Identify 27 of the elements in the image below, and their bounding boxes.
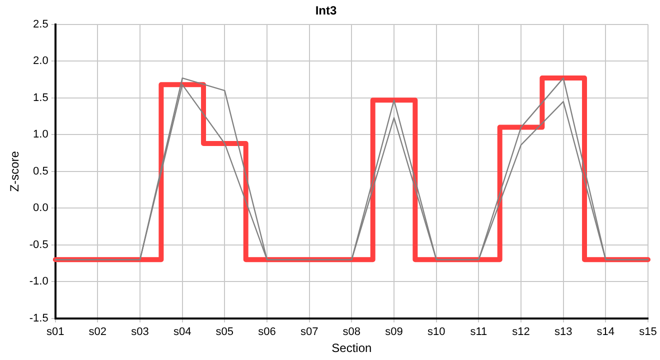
x-tick-label: s12 <box>512 326 530 338</box>
x-tick-label: s14 <box>596 326 615 338</box>
x-tick-label: s09 <box>385 326 403 338</box>
y-tick-label: 0.0 <box>33 202 48 214</box>
x-tick-label: s04 <box>173 326 192 338</box>
x-axis-title: Section <box>332 341 372 356</box>
y-tick-label: 1.0 <box>33 128 48 141</box>
x-tick-label: s11 <box>470 326 488 338</box>
y-tick-label: -1.5 <box>29 312 48 324</box>
x-tick-label: s03 <box>131 326 149 338</box>
x-tick-label: s01 <box>46 326 64 338</box>
y-tick-label: 2.0 <box>33 55 48 68</box>
y-tick-label: 1.5 <box>33 92 48 104</box>
x-tick-label: s05 <box>216 326 234 338</box>
x-tick-label: s06 <box>258 326 276 338</box>
chart-title: Int3 <box>315 4 337 18</box>
x-tick-label: s08 <box>342 326 361 338</box>
y-tick-label: 2.5 <box>33 18 48 30</box>
x-tick-label: s10 <box>427 326 446 338</box>
y-axis-title: Z-score <box>8 150 22 192</box>
y-tick-label: 0.5 <box>33 165 48 178</box>
x-tick-label: s13 <box>554 326 572 338</box>
x-tick-label: s15 <box>639 326 657 338</box>
x-tick-label: s02 <box>88 326 107 338</box>
y-tick-label: -0.5 <box>29 238 48 251</box>
y-tick-label: -1.0 <box>29 276 48 288</box>
x-tick-label: s07 <box>300 326 318 338</box>
